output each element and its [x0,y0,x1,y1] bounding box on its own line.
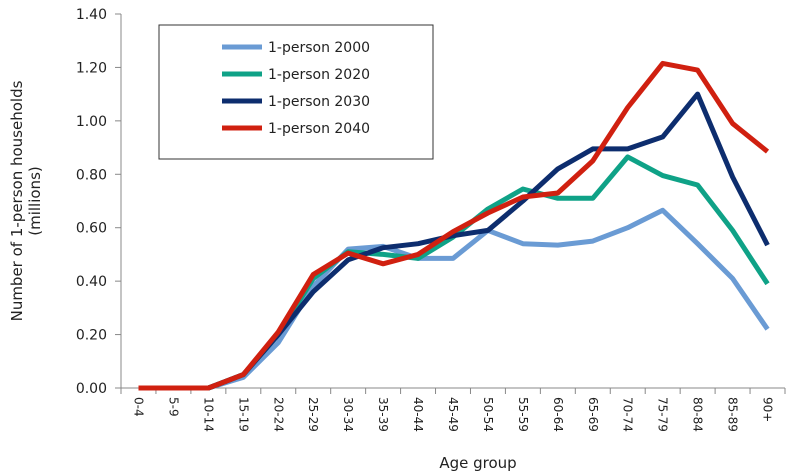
x-tick-label: 45-49 [446,397,460,432]
x-tick-label: 80-84 [691,397,705,432]
x-tick-label: 55-59 [516,397,530,432]
y-tick-label: 0.40 [76,274,107,290]
legend-label: 1-person 2040 [268,121,370,137]
y-tick-label: 1.40 [76,7,107,23]
legend-label: 1-person 2000 [268,40,370,56]
x-axis-title: Age group [439,454,516,472]
x-tick-label: 50-54 [481,397,495,432]
x-tick-label: 20-24 [271,397,285,432]
y-tick-label: 0.20 [76,328,107,344]
x-tick-label: 60-64 [551,397,565,432]
y-axis-title-line: Number of 1-person households [8,80,26,321]
x-tick-labels: 0-4 5-9 10-14 15-19 20-24 25-29 30-34 35-39 40-4… [120,388,786,432]
y-tick-label: 1.20 [76,60,107,76]
x-tick-label: 10-14 [201,397,215,432]
x-tick-label: 5-9 [166,397,180,417]
legend-label: 1-person 2030 [268,94,370,110]
axes [120,14,785,389]
legend-box [158,24,434,160]
x-tick-label: 85-89 [726,397,740,432]
series-line-0 [138,207,770,391]
x-tick-label: 90+ [761,397,775,422]
x-tick-label: 0-4 [131,397,145,417]
y-tick-labels: 0.00 0.20 0.40 0.60 0.80 1.00 1.20 1.40 [76,7,121,397]
y-tick-label: 1.00 [76,114,107,130]
x-tick-label: 30-34 [341,397,355,432]
x-tick-label: 75-79 [656,397,670,432]
series-line-1 [138,154,770,391]
x-tick-label: 40-44 [411,397,425,432]
y-tick-label: 0.00 [76,381,107,397]
legend: 1-person 2000 1-person 2020 1-person 2030 1… [158,24,434,160]
y-tick-label: 0.80 [76,167,107,183]
series-line-3 [138,60,770,391]
x-tick-label: 70-74 [621,397,635,432]
y-axis-title-line: (millions) [26,166,44,236]
legend-label: 1-person 2020 [268,67,370,83]
x-tick-label: 15-19 [236,397,250,432]
x-tick-label: 25-29 [306,397,320,432]
x-tick-label: 35-39 [376,397,390,432]
y-axis-title: Number of 1-person households (millions) [8,80,44,321]
y-tick-label: 0.60 [76,221,107,237]
series-lines [138,60,770,391]
x-tick-label: 65-69 [586,397,600,432]
